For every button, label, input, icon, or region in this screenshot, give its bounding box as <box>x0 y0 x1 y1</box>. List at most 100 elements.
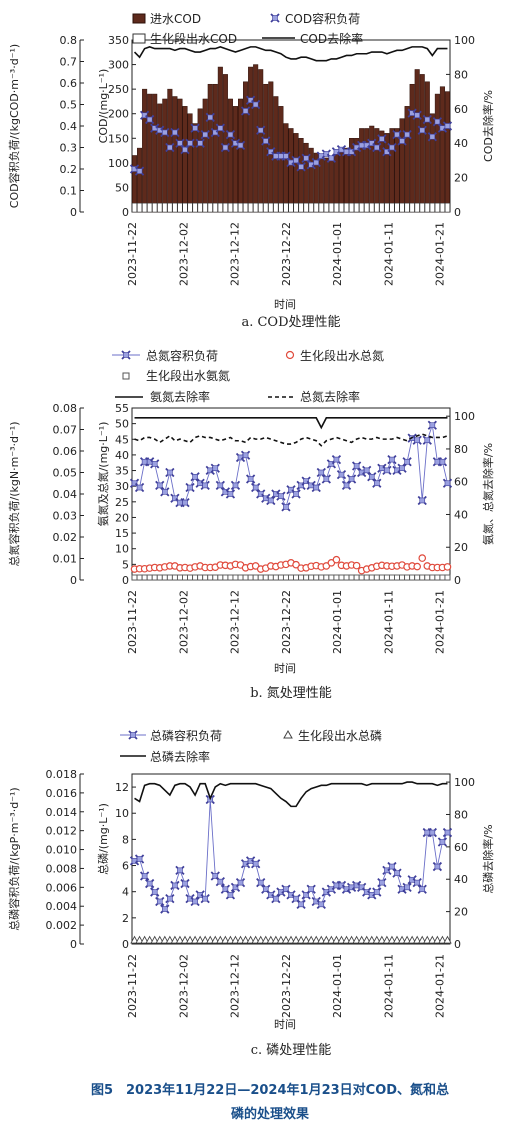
tp-point <box>180 935 190 944</box>
load-point <box>311 482 321 493</box>
legend-label: 总磷去除率 <box>150 749 210 764</box>
load-point-box <box>444 480 451 487</box>
tn-point <box>332 555 341 564</box>
x-axis-title: 时间 <box>274 1018 296 1031</box>
bar-influent-cod <box>434 93 440 213</box>
load-point-box <box>313 484 320 491</box>
tp-point <box>332 935 341 944</box>
load-point <box>392 868 402 878</box>
inner-y-tick-label: 6 <box>122 860 129 873</box>
load-point <box>427 132 437 142</box>
load-point <box>372 142 382 153</box>
tp-point <box>145 935 154 944</box>
dashed-rate-line <box>134 433 448 447</box>
outer-y-tick-label: 0 <box>70 206 77 219</box>
tp-point <box>311 935 321 944</box>
load-point <box>190 123 200 133</box>
bar-influent-cod <box>424 81 430 213</box>
load-point-box <box>156 482 163 489</box>
load-point <box>230 480 241 491</box>
tp-point <box>155 935 165 944</box>
tn-point <box>352 561 361 570</box>
inner-y-tick-label: 250 <box>108 83 129 96</box>
bar-effluent-cod <box>268 202 274 213</box>
bar-effluent-cod <box>414 202 420 213</box>
nh-point <box>404 574 411 581</box>
series-b-1 <box>130 554 452 575</box>
bar-effluent-cod <box>338 202 344 213</box>
bar-effluent-cod <box>217 202 223 213</box>
legend-swatch-load <box>128 730 138 740</box>
load-point-box <box>444 123 451 129</box>
outer-y-tick-label: 0.01 <box>53 553 78 566</box>
load-point-box <box>293 895 299 902</box>
load-point <box>311 157 321 168</box>
legend-swatch-load <box>270 13 280 23</box>
load-point-box <box>192 125 198 131</box>
load-point-box <box>303 155 309 162</box>
load-point <box>316 467 326 478</box>
tp-point <box>226 935 235 944</box>
outer-y-tick-label: 0.4 <box>60 120 78 133</box>
nh-point <box>177 574 183 581</box>
rate-line <box>133 46 448 62</box>
nh-point <box>192 574 199 581</box>
tp-point <box>256 935 265 944</box>
load-point <box>442 121 453 131</box>
load-point-box <box>348 149 355 155</box>
load-point-box <box>262 138 269 144</box>
load-point-box <box>172 495 178 502</box>
load-point <box>271 894 281 904</box>
nh-point <box>222 574 229 581</box>
load-point-box <box>141 112 148 119</box>
load-point-box <box>207 114 214 121</box>
inner-y-tick-label: 45 <box>115 433 129 446</box>
load-point <box>326 153 337 163</box>
tp-point <box>281 935 291 944</box>
outer-y-tick-label: 0.7 <box>60 56 78 69</box>
x-tick-label: 2023-12-02 <box>177 590 190 654</box>
tp-point <box>246 935 255 944</box>
load-point <box>296 899 306 909</box>
inner-y-tick-label: 200 <box>108 108 129 121</box>
bar-influent-cod <box>444 91 450 213</box>
bar-effluent-cod <box>323 202 329 213</box>
nh-point <box>409 574 416 581</box>
load-point-box <box>136 484 143 491</box>
bar-effluent-cod <box>227 202 233 213</box>
bar-effluent-cod <box>162 202 168 213</box>
bar-influent-cod <box>303 142 309 213</box>
load-point <box>200 894 210 904</box>
right-y-tick-label: 60 <box>454 476 468 489</box>
load-point-box <box>434 458 441 465</box>
load-point <box>134 854 145 864</box>
load-point-box <box>368 473 375 480</box>
x-tick-label: 2023-11-22 <box>126 590 139 654</box>
nh-point <box>272 574 279 581</box>
outer-y-tick-label: 0.04 <box>53 488 78 501</box>
outer-y-tick-label: 0.07 <box>53 424 78 437</box>
bar-effluent-cod <box>232 202 238 213</box>
load-point <box>397 463 407 473</box>
tp-point <box>301 935 311 944</box>
load-point-box <box>389 863 395 870</box>
tp-point <box>135 935 144 944</box>
outer-y-tick-label: 0.010 <box>46 844 78 857</box>
nh-point <box>212 574 219 581</box>
tp-point <box>221 935 230 944</box>
load-point <box>377 877 387 888</box>
tp-point <box>175 935 185 944</box>
x-tick-label: 2024-01-11 <box>382 954 395 1018</box>
nh-point <box>283 574 289 581</box>
right-y-tick-label: 40 <box>454 508 468 521</box>
bar-influent-cod <box>222 74 228 213</box>
outer-y-tick-label: 0.006 <box>46 881 78 894</box>
series-b-4 <box>134 433 448 447</box>
tp-point <box>423 935 432 944</box>
load-point-box <box>192 898 198 905</box>
load-point-box <box>167 895 173 902</box>
load-point-box <box>136 168 143 174</box>
tp-point <box>317 935 326 944</box>
nh-point <box>318 574 325 581</box>
nh-point <box>313 574 320 581</box>
